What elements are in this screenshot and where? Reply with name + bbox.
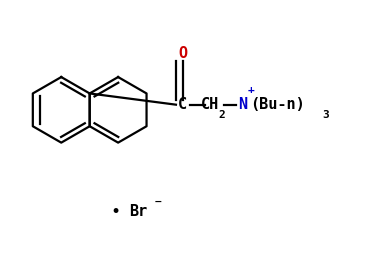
Text: —: — [226, 97, 235, 112]
Text: Br: Br [130, 204, 147, 219]
Text: 3: 3 [322, 110, 329, 120]
Text: CH: CH [201, 97, 219, 112]
Text: −: − [154, 197, 161, 206]
Text: 2: 2 [218, 110, 225, 120]
Text: O: O [178, 45, 187, 61]
Text: +: + [248, 85, 255, 96]
Text: (Bu-n): (Bu-n) [250, 97, 305, 112]
Text: N: N [238, 97, 247, 112]
Text: •: • [110, 203, 120, 221]
Text: C: C [178, 97, 187, 112]
